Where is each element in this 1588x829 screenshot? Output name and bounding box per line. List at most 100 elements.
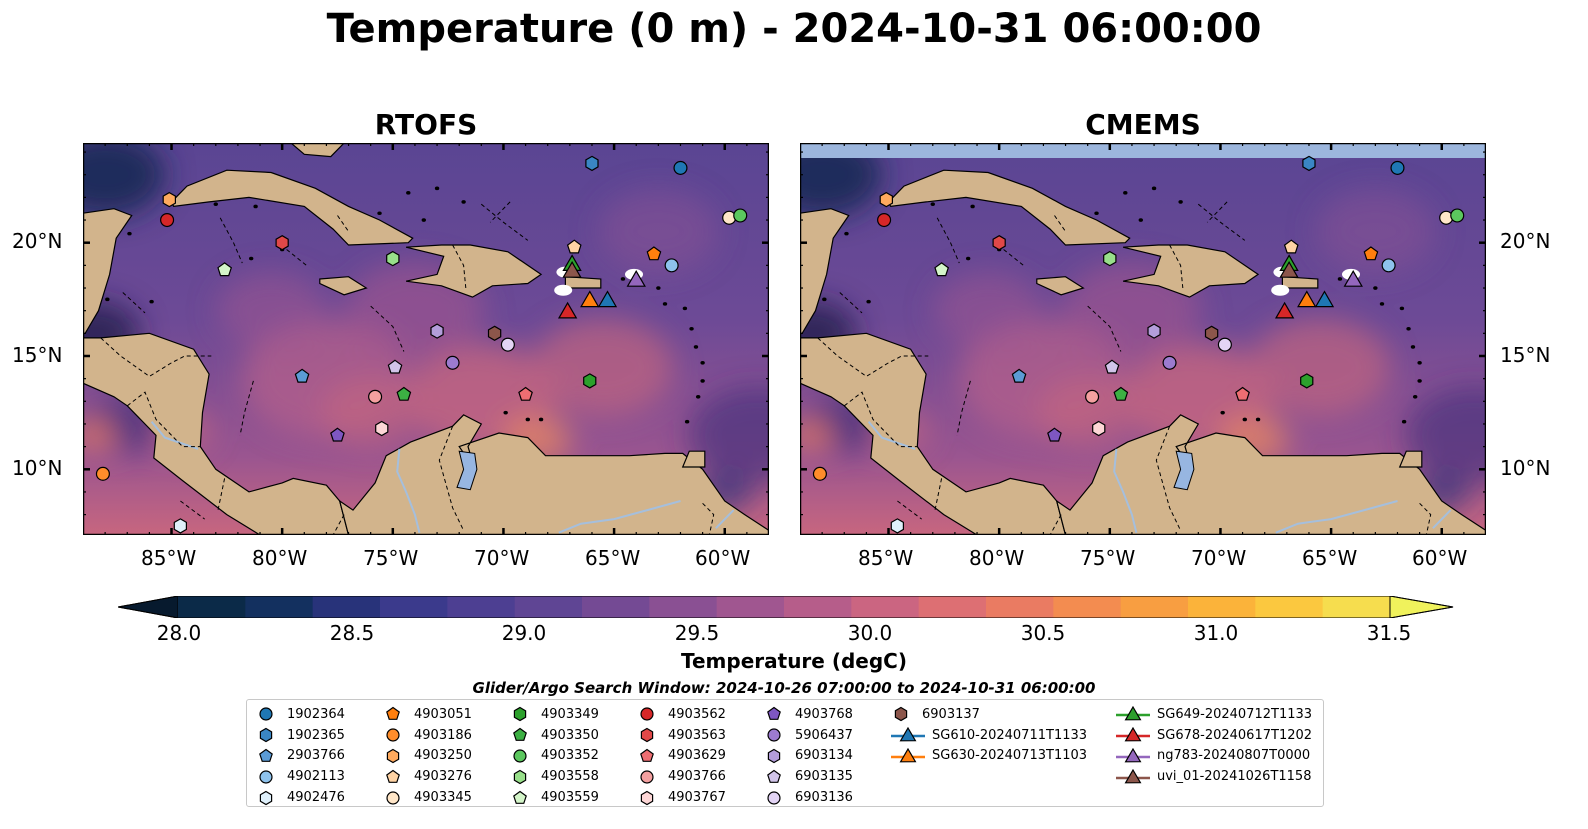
colorbar-tick: 30.5 xyxy=(1020,621,1066,645)
colorbar-segment xyxy=(178,596,246,618)
islet xyxy=(213,202,218,206)
lat-label-10n-right: 10°N xyxy=(1500,456,1551,480)
border-line xyxy=(1169,244,1184,289)
border-line xyxy=(122,292,146,314)
legend-item-SG630-20240713T1103: SG630-20240713T1103 xyxy=(890,746,1087,767)
colorbar-segment xyxy=(1322,596,1391,618)
legend-label: 4902476 xyxy=(287,790,345,806)
islet xyxy=(377,211,382,216)
legend-column: 1902364 1902365 2903766 4902113 4902476 xyxy=(255,704,345,808)
border-line xyxy=(286,249,307,266)
argo-marker-4903250 xyxy=(879,191,894,208)
colorbar-segment xyxy=(380,596,448,618)
legend-label: 4903629 xyxy=(668,748,726,764)
islet xyxy=(1417,379,1422,383)
argo-marker-1902364 xyxy=(1390,160,1405,175)
lat-label-10n: 10°N xyxy=(12,456,63,480)
glider-markers xyxy=(1274,254,1363,319)
legend-label: 4903276 xyxy=(414,769,472,785)
legend-item-4903186: 4903186 xyxy=(382,725,472,746)
colorbar-under-arrow xyxy=(118,596,179,618)
legend-label: 5906437 xyxy=(795,727,853,743)
legend-label: 6903134 xyxy=(795,748,853,764)
river xyxy=(1432,509,1452,529)
glider-marker-ng783-20240807T0000 xyxy=(1343,269,1363,287)
islet xyxy=(1399,306,1405,311)
legend-marker-pentagon xyxy=(767,769,781,783)
map-panel-cmems xyxy=(800,143,1486,535)
legend-label: 6903137 xyxy=(922,706,980,722)
islet xyxy=(700,379,705,383)
border-line xyxy=(452,244,467,289)
argo-marker-4903186 xyxy=(812,466,827,481)
river xyxy=(1275,500,1398,534)
border-line xyxy=(817,337,929,377)
argo-marker-4903276 xyxy=(1283,239,1299,254)
islet xyxy=(525,417,530,422)
legend-label: 4902113 xyxy=(287,769,345,785)
border-line xyxy=(239,380,254,436)
land-southam xyxy=(1055,414,1486,535)
legend-item-2903766: 2903766 xyxy=(255,746,345,767)
islet xyxy=(1417,360,1422,365)
legend-label: SG630-20240713T1103 xyxy=(932,748,1088,764)
legend-label: 4903051 xyxy=(414,706,472,722)
argo-marker-4902113 xyxy=(664,258,679,273)
argo-marker-4902113 xyxy=(1381,258,1396,273)
legend-label: 4903345 xyxy=(414,790,472,806)
argo-marker-4903051 xyxy=(1363,246,1379,261)
border-line xyxy=(370,305,405,352)
land-trinidad xyxy=(1398,450,1423,468)
border-line xyxy=(100,337,212,377)
border-line xyxy=(480,203,529,241)
argo-marker-4903629 xyxy=(1235,386,1250,401)
colorbar-segment xyxy=(1255,596,1324,618)
colorbar xyxy=(118,596,1454,618)
legend-symbol xyxy=(767,748,781,764)
legend-item-4903629: 4903629 xyxy=(636,746,726,767)
colorbar-tick: 31.5 xyxy=(1366,621,1412,645)
legend-symbol xyxy=(259,790,273,805)
argo-marker-6903137 xyxy=(1204,325,1219,341)
border-line xyxy=(1206,201,1228,223)
legend-label: 4903352 xyxy=(541,748,599,764)
legend-marker-hexagon xyxy=(386,748,400,764)
legend-item-4903250: 4903250 xyxy=(382,746,472,767)
legend-label: ng783-20240807T0000 xyxy=(1157,748,1311,764)
argo-marker-4903563 xyxy=(275,235,289,251)
legend-symbol xyxy=(386,748,400,764)
argo-marker-1902365 xyxy=(1302,155,1316,172)
land-jamaica xyxy=(319,276,368,296)
legend-item-4903345: 4903345 xyxy=(382,787,472,808)
land-centralam xyxy=(83,332,350,535)
glider-marker-uvi_01-20241026T1158 xyxy=(1279,260,1299,278)
border-line xyxy=(219,217,243,264)
argo-marker-4903563 xyxy=(992,235,1006,251)
islet xyxy=(662,302,668,306)
legend-item-4903767: 4903767 xyxy=(636,787,726,808)
legend-symbol xyxy=(767,790,781,805)
legend-symbol xyxy=(899,747,917,763)
legend-marker-pentagon xyxy=(386,769,400,783)
legend-item-uvi_01-20241026T1158: uvi_01-20241026T1158 xyxy=(1115,766,1312,787)
argo-marker-2903766 xyxy=(294,368,310,383)
legend-marker-circle xyxy=(386,728,400,742)
argo-marker-6903136 xyxy=(500,337,515,352)
legend-symbol xyxy=(513,707,527,722)
legend-item-ng783-20240807T0000: ng783-20240807T0000 xyxy=(1115,746,1312,767)
argo-marker-4903562 xyxy=(160,213,175,228)
islet xyxy=(693,345,699,349)
argo-marker-6903134 xyxy=(430,323,444,339)
islet xyxy=(689,327,694,331)
argo-marker-5906437 xyxy=(1162,355,1177,370)
legend-symbol xyxy=(894,707,908,722)
legend-item-4903350: 4903350 xyxy=(509,725,599,746)
land-hispaniola xyxy=(1122,244,1260,298)
legend-item-SG678-20240617T1202: SG678-20240617T1202 xyxy=(1115,725,1312,746)
legend-label: SG649-20240712T1133 xyxy=(1157,706,1313,722)
lon-label-75w-cmems: 75°W xyxy=(1080,546,1136,570)
border-line xyxy=(1087,305,1122,352)
glider-marker-ng783-20240807T0000 xyxy=(626,269,646,287)
lon-label-70w-cmems: 70°W xyxy=(1191,546,1247,570)
islet xyxy=(1255,417,1261,422)
